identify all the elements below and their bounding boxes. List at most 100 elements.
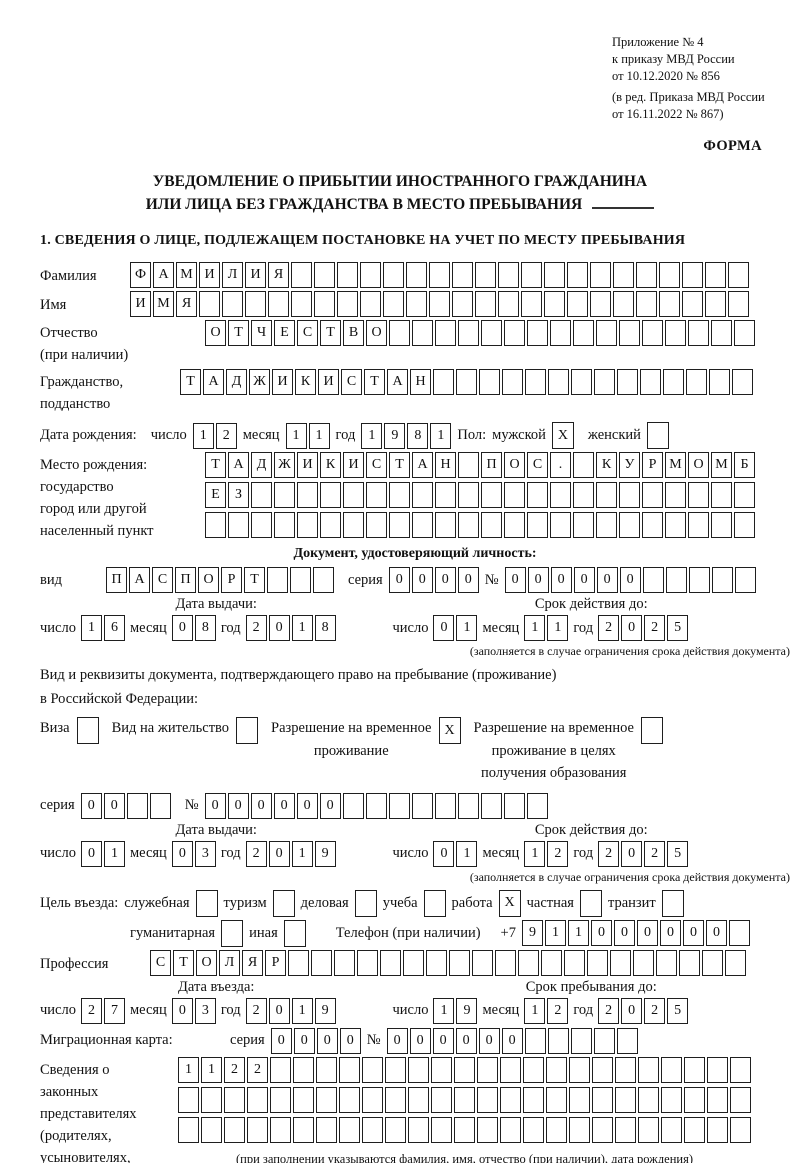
char-cell[interactable] <box>201 1086 222 1113</box>
char-cell[interactable] <box>314 262 335 289</box>
char-cell[interactable]: Р <box>221 567 242 594</box>
char-cell[interactable] <box>366 512 387 539</box>
char-cell[interactable]: 9 <box>314 997 336 1024</box>
char-cell[interactable] <box>274 482 295 509</box>
char-cell[interactable]: 2 <box>547 840 569 867</box>
char-cell[interactable]: 0 <box>268 615 290 642</box>
purpose-study-checkbox[interactable] <box>423 889 446 917</box>
purpose-business-checkbox[interactable] <box>354 889 377 917</box>
char-cell[interactable] <box>291 262 312 289</box>
char-cell[interactable]: 1 <box>524 615 546 642</box>
char-cell[interactable]: 2 <box>224 1056 245 1083</box>
char-cell[interactable] <box>313 567 334 594</box>
char-cell[interactable] <box>619 512 640 539</box>
char-cell[interactable]: Р <box>265 949 286 976</box>
char-cell[interactable] <box>311 949 332 976</box>
char-cell[interactable] <box>734 320 755 347</box>
char-cell[interactable] <box>661 1086 682 1113</box>
char-cell[interactable] <box>389 512 410 539</box>
char-cell[interactable] <box>316 1056 337 1083</box>
char-cell[interactable]: 1 <box>291 615 313 642</box>
char-cell[interactable]: А <box>153 262 174 289</box>
char-cell[interactable]: 1 <box>291 840 313 867</box>
char-cell[interactable]: 5 <box>667 840 689 867</box>
char-cell[interactable] <box>201 1116 222 1143</box>
char-cell[interactable] <box>449 949 470 976</box>
purpose-private-checkbox[interactable] <box>579 889 602 917</box>
char-cell[interactable] <box>411 792 433 819</box>
char-cell[interactable] <box>573 482 594 509</box>
purpose-humanitarian-checkbox[interactable] <box>221 919 244 947</box>
char-cell[interactable]: 1 <box>544 920 566 946</box>
char-cell[interactable] <box>688 512 709 539</box>
char-cell[interactable] <box>412 320 433 347</box>
purpose-tourism-checkbox[interactable] <box>272 889 295 917</box>
char-cell[interactable]: 0 <box>270 1027 292 1054</box>
char-cell[interactable]: 0 <box>386 1027 408 1054</box>
char-cell[interactable]: 5 <box>667 615 689 642</box>
char-cell[interactable] <box>500 1056 521 1083</box>
char-cell[interactable] <box>408 1116 429 1143</box>
char-cell[interactable]: Л <box>219 949 240 976</box>
char-cell[interactable]: 9 <box>314 840 336 867</box>
char-cell[interactable] <box>521 262 542 289</box>
char-cell[interactable] <box>247 1086 268 1113</box>
char-cell[interactable]: С <box>150 949 171 976</box>
char-cell[interactable] <box>619 320 640 347</box>
char-cell[interactable] <box>290 567 311 594</box>
char-cell[interactable] <box>592 1056 613 1083</box>
char-cell[interactable]: И <box>272 369 293 396</box>
char-cell[interactable]: 2 <box>547 997 569 1024</box>
char-cell[interactable] <box>564 949 585 976</box>
char-cell[interactable] <box>365 792 387 819</box>
char-cell[interactable] <box>663 369 684 396</box>
char-cell[interactable] <box>270 1116 291 1143</box>
char-cell[interactable]: Е <box>274 320 295 347</box>
char-cell[interactable] <box>544 262 565 289</box>
char-cell[interactable] <box>619 482 640 509</box>
char-cell[interactable]: 1 <box>567 920 589 946</box>
char-cell[interactable]: 0 <box>573 567 595 594</box>
char-cell[interactable] <box>638 1086 659 1113</box>
char-cell[interactable] <box>615 1056 636 1083</box>
char-cell[interactable]: 0 <box>433 840 455 867</box>
char-cell[interactable] <box>495 949 516 976</box>
char-cell[interactable] <box>569 1056 590 1083</box>
char-cell[interactable]: 0 <box>619 567 641 594</box>
char-cell[interactable] <box>546 1086 567 1113</box>
char-cell[interactable] <box>705 262 726 289</box>
char-cell[interactable]: 0 <box>319 792 341 819</box>
char-cell[interactable]: Т <box>320 320 341 347</box>
char-cell[interactable] <box>665 482 686 509</box>
char-cell[interactable]: 1 <box>80 615 102 642</box>
purpose-transit-checkbox[interactable] <box>661 889 684 917</box>
char-cell[interactable]: 1 <box>547 615 569 642</box>
char-cell[interactable]: Д <box>251 452 272 479</box>
char-cell[interactable] <box>433 369 454 396</box>
char-cell[interactable] <box>665 567 687 594</box>
char-cell[interactable]: 0 <box>171 615 193 642</box>
char-cell[interactable]: С <box>527 452 548 479</box>
char-cell[interactable] <box>339 1116 360 1143</box>
char-cell[interactable]: Я <box>242 949 263 976</box>
char-cell[interactable] <box>569 1086 590 1113</box>
char-cell[interactable] <box>458 452 479 479</box>
char-cell[interactable]: 1 <box>524 840 546 867</box>
char-cell[interactable] <box>596 320 617 347</box>
char-cell[interactable] <box>665 512 686 539</box>
char-cell[interactable]: Я <box>268 262 289 289</box>
char-cell[interactable]: Я <box>176 291 197 318</box>
char-cell[interactable]: 2 <box>245 997 267 1024</box>
char-cell[interactable]: 8 <box>314 615 336 642</box>
char-cell[interactable]: 9 <box>456 997 478 1024</box>
char-cell[interactable] <box>293 1056 314 1083</box>
char-cell[interactable] <box>730 1056 751 1083</box>
char-cell[interactable]: 0 <box>171 840 193 867</box>
char-cell[interactable] <box>688 320 709 347</box>
char-cell[interactable] <box>616 1027 638 1054</box>
char-cell[interactable]: И <box>343 452 364 479</box>
char-cell[interactable] <box>454 1056 475 1083</box>
char-cell[interactable] <box>617 369 638 396</box>
char-cell[interactable]: Т <box>244 567 265 594</box>
char-cell[interactable] <box>357 949 378 976</box>
